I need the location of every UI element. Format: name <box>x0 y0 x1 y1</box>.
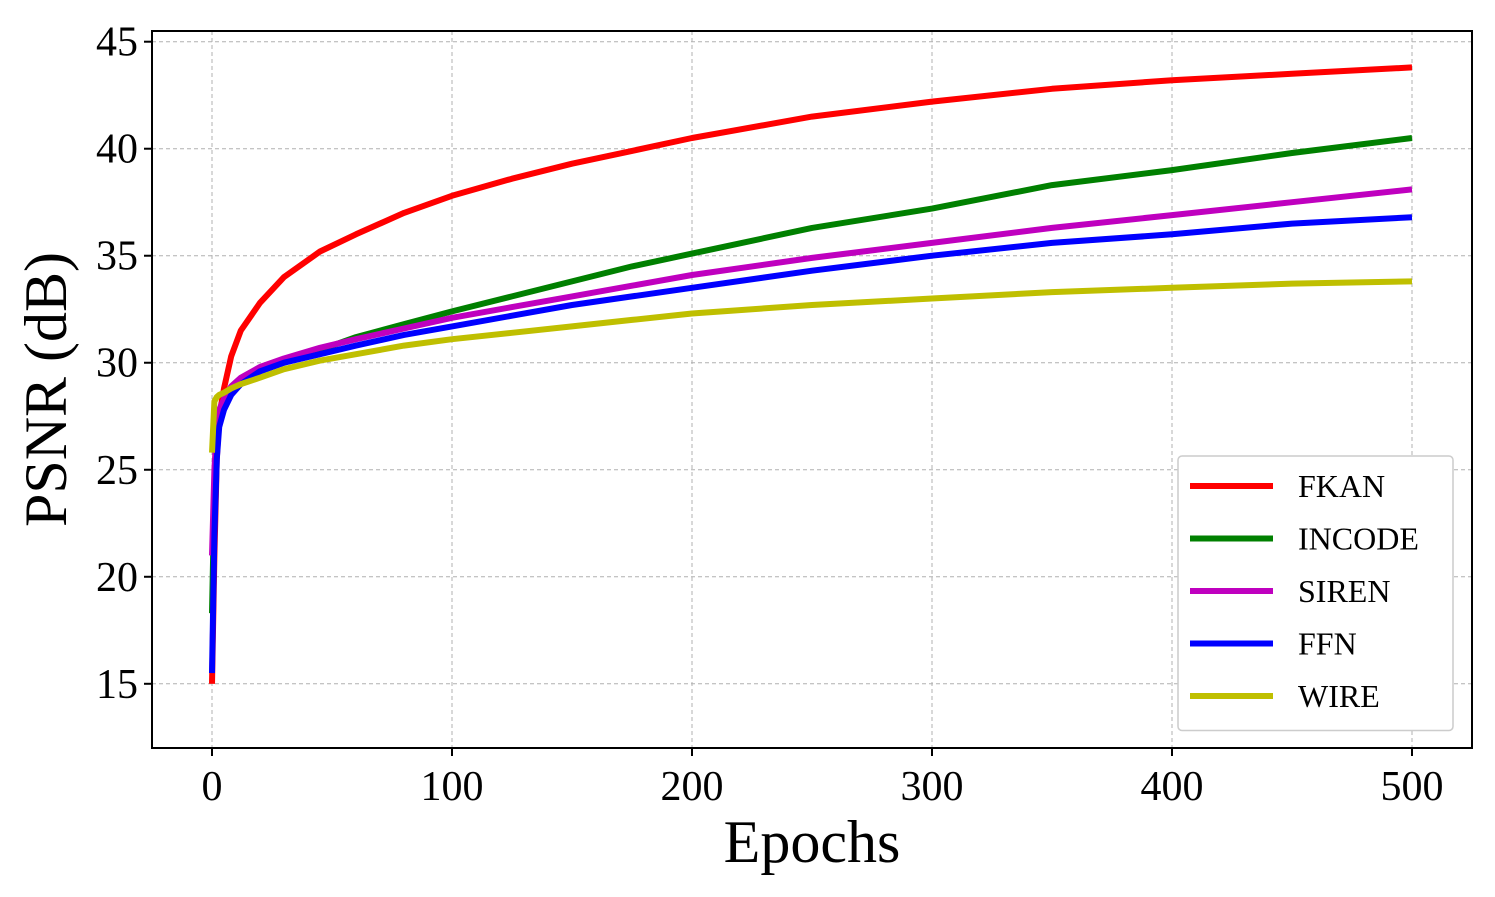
legend: FKAN INCODE SIREN FFN WIRE <box>1177 455 1454 732</box>
y-tick-label: 20 <box>96 555 138 601</box>
x-tick-label: 500 <box>1381 764 1444 810</box>
legend-label-incode: INCODE <box>1298 521 1419 557</box>
x-tick-label: 100 <box>421 764 484 810</box>
series-line-ffn <box>209 214 1413 674</box>
y-tick-label: 35 <box>96 234 138 280</box>
y-tick-label: 25 <box>96 448 138 494</box>
x-tick-label: 300 <box>901 764 964 810</box>
legend-label-ffn: FFN <box>1298 626 1357 662</box>
axis-ticks: 0 100 200 300 400 500 15 20 25 30 35 40 45 <box>96 20 1444 810</box>
y-tick-label: 45 <box>96 20 138 66</box>
legend-label-wire: WIRE <box>1298 678 1380 714</box>
legend-box <box>1177 455 1454 732</box>
x-tick-label: 200 <box>661 764 724 810</box>
y-axis-label: PSNR (dB) <box>13 252 79 527</box>
y-tick-label: 15 <box>96 662 138 708</box>
x-tick-label: 0 <box>202 764 223 810</box>
x-tick-label: 400 <box>1141 764 1204 810</box>
series-line-siren <box>209 186 1413 556</box>
series-lines <box>209 64 1413 684</box>
grid <box>152 31 1472 748</box>
series-line-wire <box>209 278 1413 453</box>
y-tick-label: 40 <box>96 127 138 173</box>
x-axis-label: Epochs <box>724 809 901 875</box>
y-tick-label: 30 <box>96 341 138 387</box>
plot-frame <box>151 30 1473 749</box>
legend-label-fkan: FKAN <box>1298 468 1385 504</box>
legend-label-siren: SIREN <box>1298 573 1390 609</box>
